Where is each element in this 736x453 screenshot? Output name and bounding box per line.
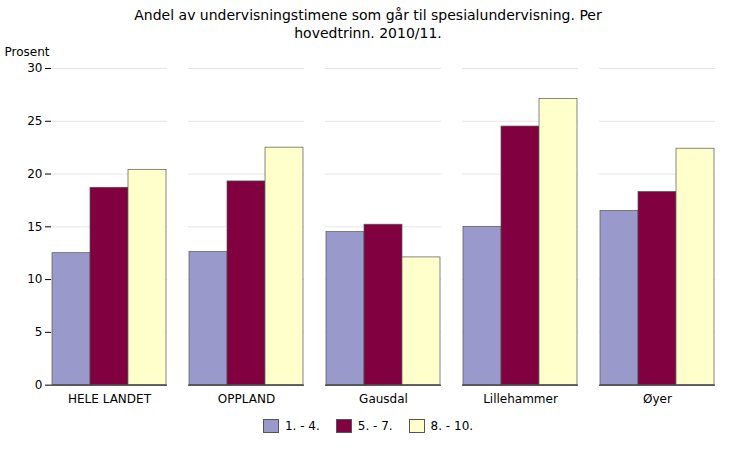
svg-text:20: 20 [27,167,42,181]
html-text:5. - 7.: 5. - 7. [357,419,393,433]
svg-text:OPPLAND: OPPLAND [218,392,275,406]
svg-text:25: 25 [27,114,42,128]
svg-text:5: 5 [35,326,43,340]
svg-text:Lillehammer: Lillehammer [483,392,558,406]
html-text:Andel av undervisningstimene s: Andel av undervisningstimene som går til… [134,7,602,42]
html-text:1. - 4.: 1. - 4. [284,419,320,433]
svg-text:Gausdal: Gausdal [359,392,408,406]
svg-text:30: 30 [27,62,42,76]
svg-text:HELE LANDET: HELE LANDET [68,392,152,406]
svg-text:10: 10 [27,273,42,287]
svg-text:Øyer: Øyer [643,392,672,406]
svg-text:15: 15 [27,220,42,234]
html-text:8. - 10.: 8. - 10. [430,419,474,433]
svg-text:0: 0 [35,378,43,392]
svg-text:Prosent: Prosent [5,45,50,59]
